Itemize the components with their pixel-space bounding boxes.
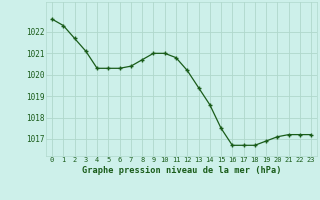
X-axis label: Graphe pression niveau de la mer (hPa): Graphe pression niveau de la mer (hPa): [82, 166, 281, 175]
